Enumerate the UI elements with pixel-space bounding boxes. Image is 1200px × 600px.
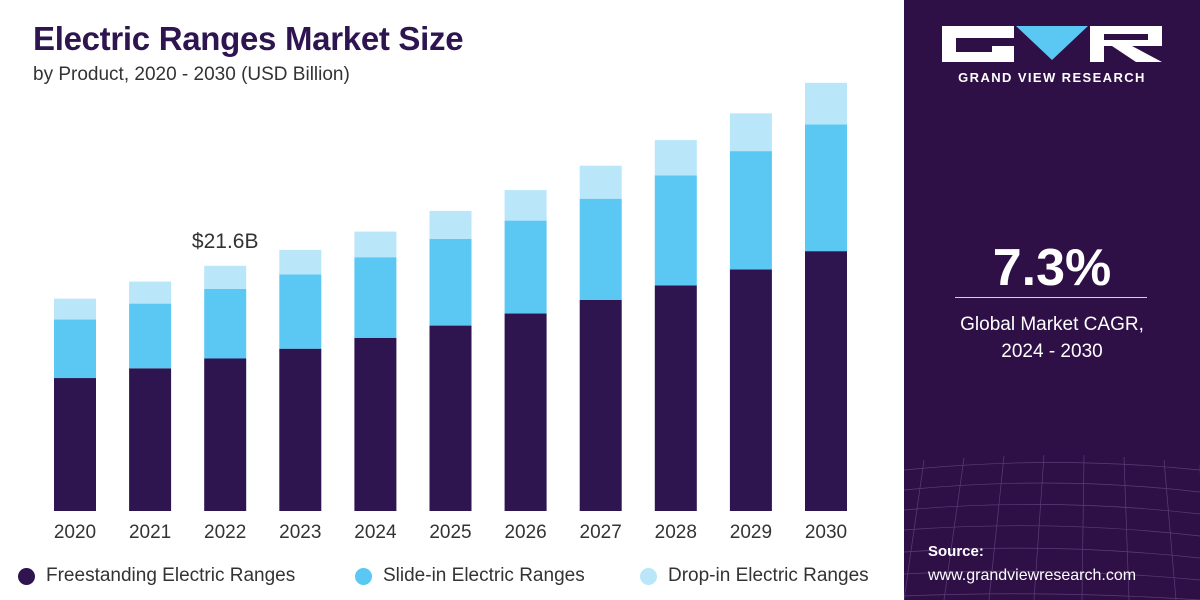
cagr-caption: Global Market CAGR, 2024 - 2030	[904, 311, 1200, 365]
bar-drop-in-electric-ranges-2030	[805, 82, 847, 125]
bar-freestanding-electric-ranges-2030	[805, 251, 847, 511]
bar-drop-in-electric-ranges-2026	[504, 190, 547, 221]
bar-freestanding-electric-ranges-2025	[429, 325, 472, 511]
side-panel: GRAND VIEW RESEARCH 7.3% Global Market C…	[904, 0, 1200, 600]
bar-chart: 2020 2021 2022 2023 2024 2025 2026 2027 2028 2029…	[54, 82, 847, 543]
bar-slide-in-electric-ranges-2025	[429, 238, 472, 326]
bar-slide-in-electric-ranges-2020	[54, 319, 96, 379]
legend-swatch-slide-in	[355, 567, 372, 585]
chart-area: Electric Ranges Market Size by Product, …	[0, 20, 904, 590]
x-tick-label-2027: 2027	[580, 522, 622, 543]
gvr-logo-icon	[942, 26, 1162, 62]
legend-label-drop-in: Drop-in Electric Ranges	[668, 565, 869, 586]
chart-legend: Freestanding Electric Ranges Slide-in El…	[0, 562, 904, 590]
bar-slide-in-electric-ranges-2023	[279, 274, 322, 349]
bar-slide-in-electric-ranges-2021	[129, 303, 172, 369]
x-tick-label-2024: 2024	[354, 522, 397, 543]
source-label: Source:	[928, 543, 984, 560]
bar-slide-in-electric-ranges-2030	[805, 124, 847, 252]
chart-title: Electric Ranges Market Size	[33, 20, 464, 57]
bar-drop-in-electric-ranges-2022	[204, 265, 247, 289]
bar-slide-in-electric-ranges-2026	[504, 220, 547, 314]
data-label-2022: $21.6B	[192, 230, 259, 253]
legend-item-slide-in: Slide-in Electric Ranges	[355, 562, 585, 590]
chart-subtitle: by Product, 2020 - 2030 (USD Billion)	[33, 64, 350, 85]
bar-drop-in-electric-ranges-2020	[54, 298, 96, 320]
legend-item-freestanding: Freestanding Electric Ranges	[18, 562, 295, 590]
x-tick-label-2021: 2021	[129, 522, 171, 543]
brand-name: GRAND VIEW RESEARCH	[958, 70, 1146, 85]
source-link[interactable]: www.grandviewresearch.com	[928, 567, 1137, 584]
x-tick-label-2025: 2025	[429, 522, 471, 543]
x-tick-label-2023: 2023	[279, 522, 321, 543]
x-tick-label-2029: 2029	[730, 522, 772, 543]
bar-freestanding-electric-ranges-2027	[579, 299, 622, 511]
bar-drop-in-electric-ranges-2027	[579, 165, 622, 199]
bar-freestanding-electric-ranges-2029	[729, 269, 772, 511]
bar-freestanding-electric-ranges-2023	[279, 348, 322, 511]
legend-item-drop-in: Drop-in Electric Ranges	[640, 562, 869, 590]
legend-label-slide-in: Slide-in Electric Ranges	[383, 565, 585, 586]
bar-drop-in-electric-ranges-2025	[429, 210, 472, 239]
bar-drop-in-electric-ranges-2023	[279, 249, 322, 275]
bar-slide-in-electric-ranges-2027	[579, 198, 622, 300]
bar-drop-in-electric-ranges-2028	[654, 140, 697, 176]
bar-slide-in-electric-ranges-2024	[354, 257, 397, 338]
legend-swatch-drop-in	[640, 567, 657, 585]
x-tick-label-2026: 2026	[504, 522, 546, 543]
bar-drop-in-electric-ranges-2021	[129, 281, 172, 304]
bar-freestanding-electric-ranges-2028	[654, 285, 697, 511]
bar-freestanding-electric-ranges-2021	[129, 368, 172, 511]
legend-label-freestanding: Freestanding Electric Ranges	[46, 565, 296, 586]
bar-slide-in-electric-ranges-2029	[729, 151, 772, 270]
legend-swatch-freestanding	[18, 567, 35, 585]
x-tick-label-2028: 2028	[655, 522, 697, 543]
bar-freestanding-electric-ranges-2020	[54, 378, 96, 511]
cagr-label: Global Market CAGR,	[960, 314, 1144, 335]
bar-drop-in-electric-ranges-2024	[354, 231, 397, 258]
cagr-value: 7.3%	[992, 239, 1112, 297]
cagr-divider	[955, 297, 1147, 298]
x-tick-label-2020: 2020	[54, 522, 96, 543]
bar-freestanding-electric-ranges-2026	[504, 313, 547, 511]
x-tick-label-2022: 2022	[204, 522, 246, 543]
bar-slide-in-electric-ranges-2022	[204, 289, 247, 359]
bar-freestanding-electric-ranges-2024	[354, 337, 397, 511]
bar-drop-in-electric-ranges-2029	[729, 113, 772, 152]
bar-freestanding-electric-ranges-2022	[204, 358, 247, 511]
bar-slide-in-electric-ranges-2028	[654, 175, 697, 286]
decorative-grid	[904, 454, 1200, 600]
x-tick-label-2030: 2030	[805, 522, 847, 543]
cagr-period: 2024 - 2030	[1001, 341, 1103, 362]
